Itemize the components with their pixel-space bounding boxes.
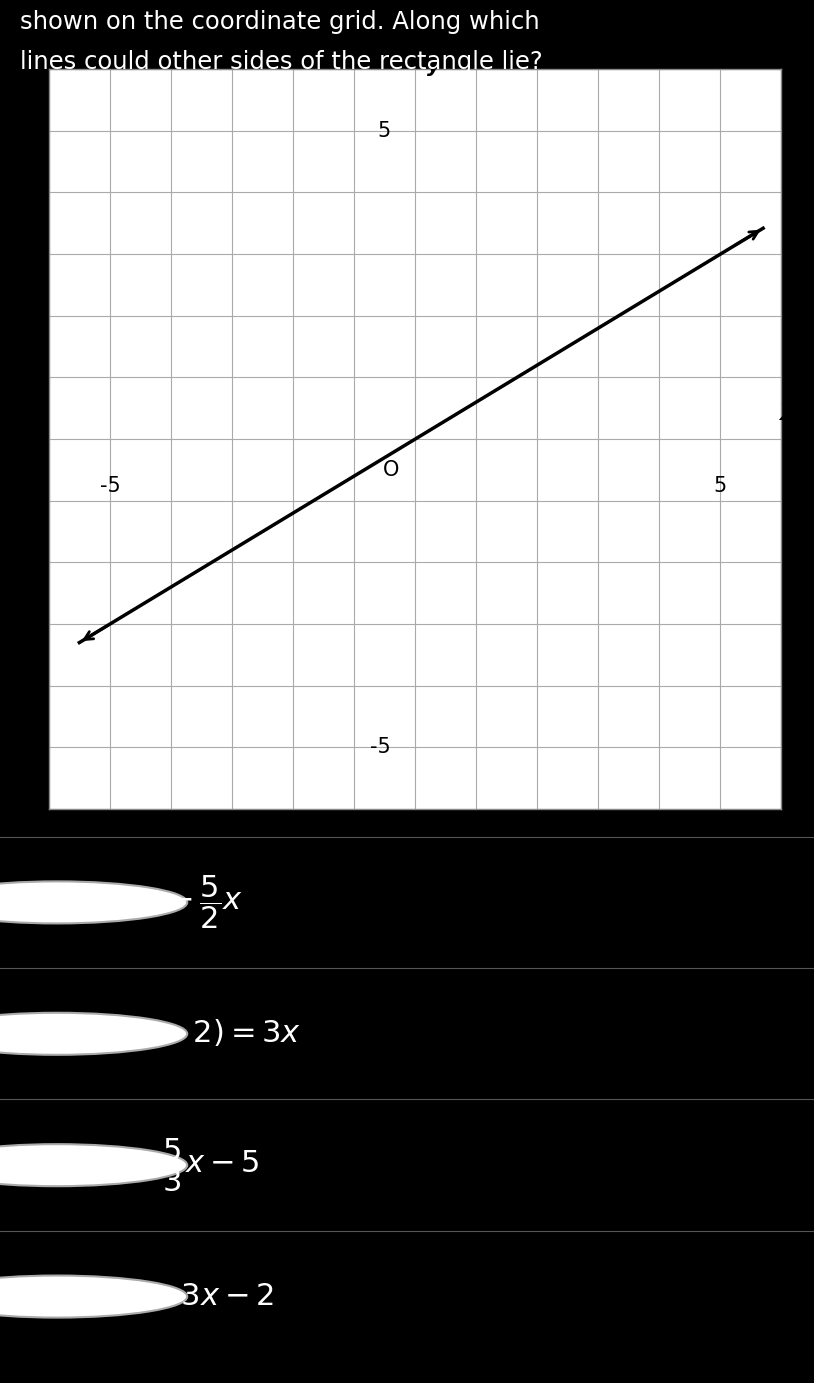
Text: $5y = 3x - 2$: $5y = 3x - 2$ bbox=[106, 1281, 274, 1312]
Text: $y = \dfrac{5}{3}x - 5$: $y = \dfrac{5}{3}x - 5$ bbox=[106, 1137, 260, 1194]
Text: shown on the coordinate grid. Along which: shown on the coordinate grid. Along whic… bbox=[20, 10, 540, 35]
Text: 5: 5 bbox=[714, 476, 727, 496]
Circle shape bbox=[0, 881, 187, 924]
Circle shape bbox=[0, 1012, 187, 1055]
Text: O: O bbox=[383, 461, 399, 480]
Text: $5(y - 2) = 3x$: $5(y - 2) = 3x$ bbox=[106, 1018, 301, 1050]
Circle shape bbox=[0, 1275, 187, 1318]
Text: $y = -\dfrac{5}{2}x$: $y = -\dfrac{5}{2}x$ bbox=[106, 874, 243, 931]
Text: -5: -5 bbox=[99, 476, 120, 496]
Circle shape bbox=[0, 1144, 187, 1187]
Text: 5: 5 bbox=[378, 120, 391, 141]
Text: y: y bbox=[427, 57, 440, 76]
Text: X: X bbox=[780, 404, 795, 425]
Text: -5: -5 bbox=[370, 737, 391, 758]
Text: lines could other sides of the rectangle lie?: lines could other sides of the rectangle… bbox=[20, 50, 543, 73]
